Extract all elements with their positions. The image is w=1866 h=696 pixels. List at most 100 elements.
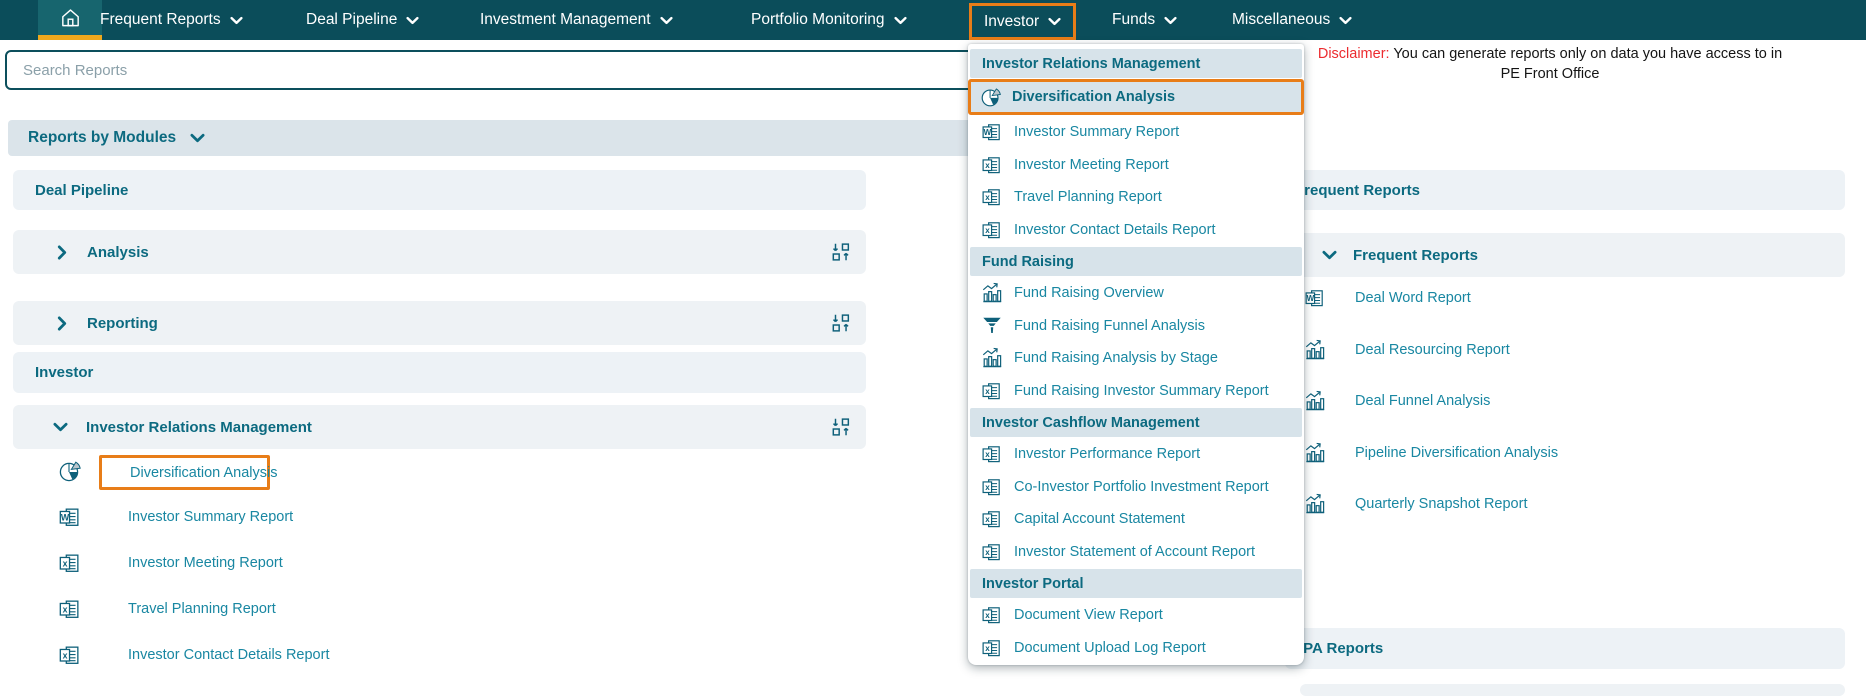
menu-item-investor-meeting-report[interactable]: Investor Meeting Report — [968, 149, 1304, 182]
menu-item-capital-account-statement[interactable]: Capital Account Statement — [968, 503, 1304, 536]
excel-doc-icon — [58, 597, 82, 621]
report-label: Quarterly Snapshot Report — [1355, 496, 1528, 512]
chevron-down-icon — [190, 133, 205, 143]
menu-item-investor-performance-report[interactable]: Investor Performance Report — [968, 438, 1304, 471]
reports-by-modules-label: Reports by Modules — [28, 129, 177, 146]
disclaimer-text: Disclaimer: You can generate reports onl… — [1270, 45, 1830, 84]
report-investor-contact-details-report[interactable]: Investor Contact Details Report — [58, 642, 329, 668]
excel-doc-icon — [981, 541, 1003, 563]
disclaimer-line2: PE Front Office — [1500, 65, 1600, 82]
menu-item-document-view-report[interactable]: Document View Report — [968, 599, 1304, 632]
menu-item-fund-raising-investor-summary-report[interactable]: Fund Raising Investor Summary Report — [968, 375, 1304, 408]
nav-item-investor[interactable]: Investor — [969, 3, 1077, 40]
word-doc-icon — [58, 505, 82, 529]
chevron-right-icon — [57, 245, 67, 260]
disclaimer-line1: Disclaimer: You can generate reports onl… — [1317, 46, 1783, 62]
group-row-investor-relations-management[interactable]: Investor Relations Management — [13, 405, 866, 449]
reorder-icon[interactable] — [830, 312, 852, 334]
nav-item-deal-pipeline[interactable]: Deal Pipeline — [306, 0, 419, 40]
menu-item-label: Diversification Analysis — [1012, 89, 1176, 105]
group-row-analysis[interactable]: Analysis — [13, 230, 866, 274]
report-label: Investor Meeting Report — [128, 555, 283, 571]
report-pipeline-diversification-analysis[interactable]: Pipeline Diversification Analysis — [1304, 440, 1558, 466]
chevron-down-icon — [894, 16, 907, 25]
chevron-down-icon — [406, 16, 419, 25]
nav-item-funds[interactable]: Funds — [1112, 0, 1177, 40]
menu-item-co-investor-portfolio-investment-report[interactable]: Co-Investor Portfolio Investment Report — [968, 471, 1304, 504]
word-doc-icon — [981, 121, 1003, 143]
menu-item-fund-raising-analysis-by-stage[interactable]: Fund Raising Analysis by Stage — [968, 342, 1304, 375]
group-row-frequent-reports[interactable]: Frequent Reports — [1280, 233, 1845, 277]
menu-item-label: Document View Report — [1014, 607, 1163, 624]
group-label: Frequent Reports — [1353, 246, 1479, 264]
chevron-down-icon — [230, 16, 243, 25]
excel-doc-icon — [981, 637, 1003, 659]
nav-item-label: Frequent Reports — [100, 11, 221, 28]
investor-dropdown-menu: Investor Relations Management Diversific… — [968, 44, 1304, 665]
section-investor: Investor — [13, 352, 866, 393]
menu-item-label: Fund Raising Overview — [1014, 285, 1164, 302]
word-doc-icon — [1304, 287, 1326, 309]
chevron-down-icon — [1339, 16, 1352, 25]
section-lpa-reports: LPA Reports — [1285, 628, 1845, 669]
menu-item-label: Fund Raising Funnel Analysis — [1014, 317, 1206, 334]
menu-item-investor-summary-report[interactable]: Investor Summary Report — [968, 116, 1304, 149]
report-deal-word-report[interactable]: Deal Word Report — [1304, 285, 1471, 311]
menu-item-label: Fund Raising Analysis by Stage — [1014, 350, 1218, 367]
group-row-reporting[interactable]: Reporting — [13, 301, 866, 345]
menu-item-diversification-analysis[interactable]: Diversification Analysis — [968, 79, 1304, 115]
chevron-down-icon — [1164, 16, 1177, 25]
nav-item-label: Investor — [984, 12, 1040, 30]
report-label: Travel Planning Report — [128, 601, 276, 617]
nav-item-investment-management[interactable]: Investment Management — [480, 0, 673, 40]
reorder-icon[interactable] — [830, 416, 852, 438]
report-label: Deal Resourcing Report — [1355, 342, 1510, 358]
menu-item-fund-raising-funnel-analysis[interactable]: Fund Raising Funnel Analysis — [968, 310, 1304, 343]
menu-item-label: Document Upload Log Report — [1014, 639, 1206, 656]
menu-item-label: Investor Meeting Report — [1014, 156, 1169, 173]
funnel-icon — [981, 315, 1003, 337]
excel-doc-icon — [981, 508, 1003, 530]
menu-item-investor-statement-of-account-report[interactable]: Investor Statement of Account Report — [968, 536, 1304, 569]
menu-item-label: Fund Raising Investor Summary Report — [1014, 382, 1269, 399]
report-travel-planning-report[interactable]: Travel Planning Report — [58, 596, 276, 622]
excel-doc-icon — [981, 604, 1003, 626]
excel-doc-icon — [981, 380, 1003, 402]
report-deal-funnel-analysis[interactable]: Deal Funnel Analysis — [1304, 388, 1490, 414]
nav-item-label: Miscellaneous — [1232, 11, 1331, 28]
report-deal-resourcing-report[interactable]: Deal Resourcing Report — [1304, 337, 1510, 363]
menu-header-investor-relations-management: Investor Relations Management — [970, 49, 1302, 78]
report-diversification-analysis[interactable] — [58, 458, 82, 484]
menu-item-travel-planning-report[interactable]: Travel Planning Report — [968, 181, 1304, 214]
menu-header-investor-portal: Investor Portal — [970, 569, 1302, 598]
section-title: Deal Pipeline — [35, 181, 129, 199]
report-quarterly-snapshot-report[interactable]: Quarterly Snapshot Report — [1304, 491, 1527, 517]
nav-item-miscellaneous[interactable]: Miscellaneous — [1232, 0, 1352, 40]
reorder-icon[interactable] — [830, 241, 852, 263]
chevron-down-icon — [53, 422, 68, 432]
excel-doc-icon — [981, 186, 1003, 208]
report-label: Deal Word Report — [1355, 290, 1471, 306]
excel-doc-icon — [981, 219, 1003, 241]
menu-item-document-upload-log-report[interactable]: Document Upload Log Report — [968, 632, 1304, 665]
home-button[interactable] — [38, 0, 102, 35]
menu-item-label: Travel Planning Report — [1014, 189, 1162, 206]
nav-item-label: Deal Pipeline — [306, 11, 398, 28]
menu-item-investor-contact-details-report[interactable]: Investor Contact Details Report — [968, 214, 1304, 247]
menu-item-label: Investor Performance Report — [1014, 446, 1201, 463]
menu-header-fund-raising: Fund Raising — [970, 247, 1302, 276]
disclaimer-prefix: Disclaimer: — [1317, 46, 1390, 62]
excel-doc-icon — [981, 476, 1003, 498]
partial-row — [1300, 684, 1845, 696]
home-active-underline — [38, 35, 102, 40]
menu-item-label: Investor Statement of Account Report — [1014, 543, 1255, 560]
nav-item-portfolio-monitoring[interactable]: Portfolio Monitoring — [751, 0, 907, 40]
report-investor-summary-report[interactable]: Investor Summary Report — [58, 504, 293, 530]
highlighted-report-diversification-analysis[interactable]: Diversification Analysis — [99, 455, 277, 490]
menu-item-fund-raising-overview[interactable]: Fund Raising Overview — [968, 277, 1304, 310]
chevron-right-icon — [57, 316, 67, 331]
report-investor-meeting-report[interactable]: Investor Meeting Report — [58, 550, 283, 576]
nav-item-label: Portfolio Monitoring — [751, 11, 885, 28]
nav-item-frequent-reports[interactable]: Frequent Reports — [100, 0, 243, 40]
group-label: Reporting — [87, 314, 158, 332]
